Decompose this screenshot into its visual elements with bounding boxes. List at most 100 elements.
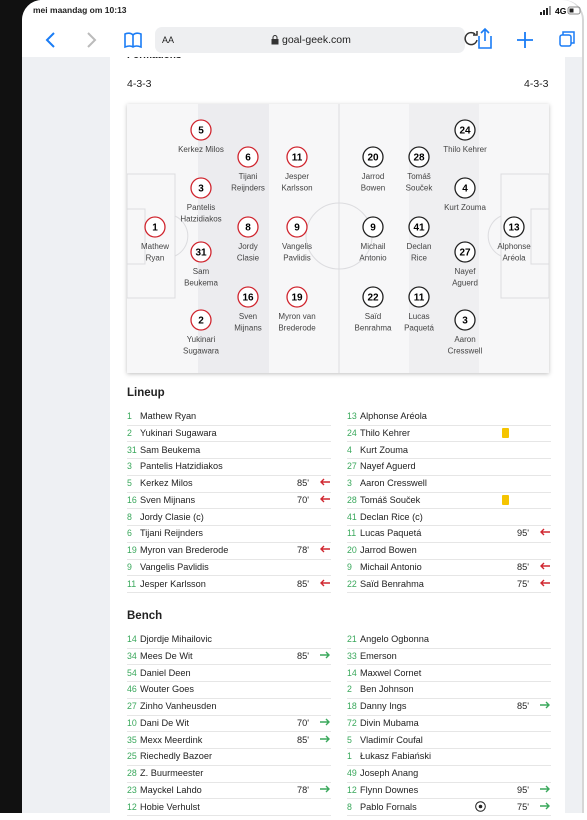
player-marker: 19 Myron van Brederode	[278, 286, 316, 333]
shirt-number: 54	[127, 667, 137, 678]
sub-minute: 95'	[517, 528, 529, 539]
shirt-number: 20	[347, 545, 357, 555]
arrow-path	[540, 579, 550, 586]
toolbar-icons	[45, 27, 575, 53]
shirt-number: 46	[127, 684, 137, 695]
player-number: 31	[195, 248, 207, 259]
player-marker: 3 Pantelis Hatzidiakos	[180, 177, 222, 224]
player-name: Michail Antonio	[360, 561, 422, 572]
url-bar[interactable]	[155, 27, 465, 53]
player-number: 28	[413, 153, 425, 164]
player-name: Pavlidis	[283, 254, 311, 263]
player-row: 11 Lucas Paquetá 95'	[347, 525, 551, 543]
shirt-number: 12	[347, 784, 357, 795]
player-row: 9 Michail Antonio 85'	[347, 559, 551, 577]
shirt-number: 16	[127, 494, 137, 505]
player-name: Sven Mijnans	[140, 494, 196, 505]
arrow-path	[320, 545, 330, 553]
text-size-button[interactable]: AA	[162, 35, 175, 45]
share-button[interactable]	[478, 27, 492, 49]
player-row: 25 Riechedly Bazoer	[127, 748, 331, 766]
player-circle	[362, 146, 384, 168]
player-row: 8 Pablo Fornals 75'	[347, 799, 551, 817]
shirt-number: 2	[127, 427, 132, 438]
yellow-card	[502, 494, 509, 505]
shirt-number: 18	[347, 701, 357, 711]
shirt-number: 19	[127, 545, 137, 555]
player-name: Mayckel Lahdo	[140, 784, 202, 795]
shirt-number: 27	[347, 461, 357, 472]
player-number: 6	[245, 153, 251, 164]
player-name: Djordje Mihailovic	[140, 634, 212, 644]
player-name: Reijnders	[231, 184, 265, 193]
player-circle	[454, 309, 476, 331]
back-button[interactable]	[45, 32, 55, 48]
player-name: Yukinari Sugawara	[140, 427, 217, 438]
new-tab-button[interactable]	[517, 32, 533, 48]
arrow-path	[540, 701, 550, 709]
reload-button[interactable]	[464, 31, 478, 46]
player-row: 1 Łukasz Fabiański	[347, 748, 551, 766]
player-name: Z. Buurmeester	[140, 768, 204, 778]
player-name: Alphonse Aréola	[360, 411, 427, 421]
player-number: 16	[242, 293, 254, 304]
player-name: Lucas	[408, 312, 429, 321]
player-name: Declan	[407, 242, 432, 251]
forward-button[interactable]	[87, 32, 97, 48]
player-name: Beukema	[184, 279, 218, 288]
player-name: Aaron Cresswell	[360, 478, 427, 488]
player-marker: 13 Alphonse Aréola	[497, 216, 531, 263]
player-name: Jordy	[238, 242, 258, 251]
arrow-path	[320, 651, 330, 659]
player-name: Jordy Clasie (c)	[140, 511, 204, 522]
player-circle	[190, 241, 212, 263]
shirt-number: 5	[127, 478, 132, 488]
shirt-number: 13	[347, 411, 357, 421]
sub-minute: 85'	[297, 578, 309, 589]
player-name: Sam	[193, 267, 210, 276]
player-circle	[190, 309, 212, 331]
shirt-number: 3	[127, 461, 132, 472]
player-name: Nayef Aguerd	[360, 461, 416, 472]
tabs-button[interactable]	[559, 34, 572, 47]
player-row: 27 Zinho Vanheusden	[127, 698, 331, 716]
shirt-number: 8	[347, 801, 352, 812]
player-name: Jarrod	[362, 172, 385, 181]
shirt-number: 49	[347, 768, 357, 778]
player-name: Mees De Wit	[140, 650, 193, 661]
sub-minute: 75'	[517, 801, 529, 812]
player-name: Declan Rice (c)	[360, 511, 423, 522]
player-number: 5	[198, 126, 204, 137]
shirt-number: 33	[347, 650, 357, 661]
shirt-number: 10	[127, 717, 137, 728]
arrow-path	[320, 785, 330, 793]
player-circle	[286, 216, 308, 238]
player-name: Riechedly Bazoer	[140, 751, 213, 762]
arrow-path	[320, 718, 330, 726]
shirt-number: 14	[347, 667, 357, 678]
arrow-path	[540, 785, 550, 793]
shirt-number: 27	[127, 701, 137, 711]
player-row: 11 Jesper Karlsson 85'	[127, 576, 331, 594]
player-name: Tijani Reijnders	[140, 528, 203, 539]
player-name: Saïd Benrahma	[360, 578, 424, 589]
player-name: Kurt Zouma	[360, 444, 408, 455]
player-name: Flynn Downes	[360, 784, 419, 795]
shirt-number: 9	[347, 561, 352, 572]
sub-arrow	[540, 785, 550, 793]
bookmarks-button[interactable]	[124, 32, 142, 49]
player-circle	[237, 146, 259, 168]
player-circle	[144, 216, 166, 238]
arrow-path	[540, 802, 550, 809]
player-row: 3 Aaron Cresswell	[347, 475, 551, 493]
player-number: 13	[508, 223, 520, 234]
player-name: Tijani	[239, 172, 258, 181]
player-row: 12 Flynn Downes 95'	[347, 782, 551, 800]
player-number: 11	[414, 293, 425, 304]
player-circle	[190, 119, 212, 141]
shirt-number: 11	[347, 528, 357, 539]
player-marker: 22 Saïd Benrahma	[355, 286, 392, 333]
player-row: 13 Alphonse Aréola	[347, 408, 551, 426]
sub-minute: 75'	[517, 578, 529, 589]
player-number: 20	[367, 153, 379, 164]
